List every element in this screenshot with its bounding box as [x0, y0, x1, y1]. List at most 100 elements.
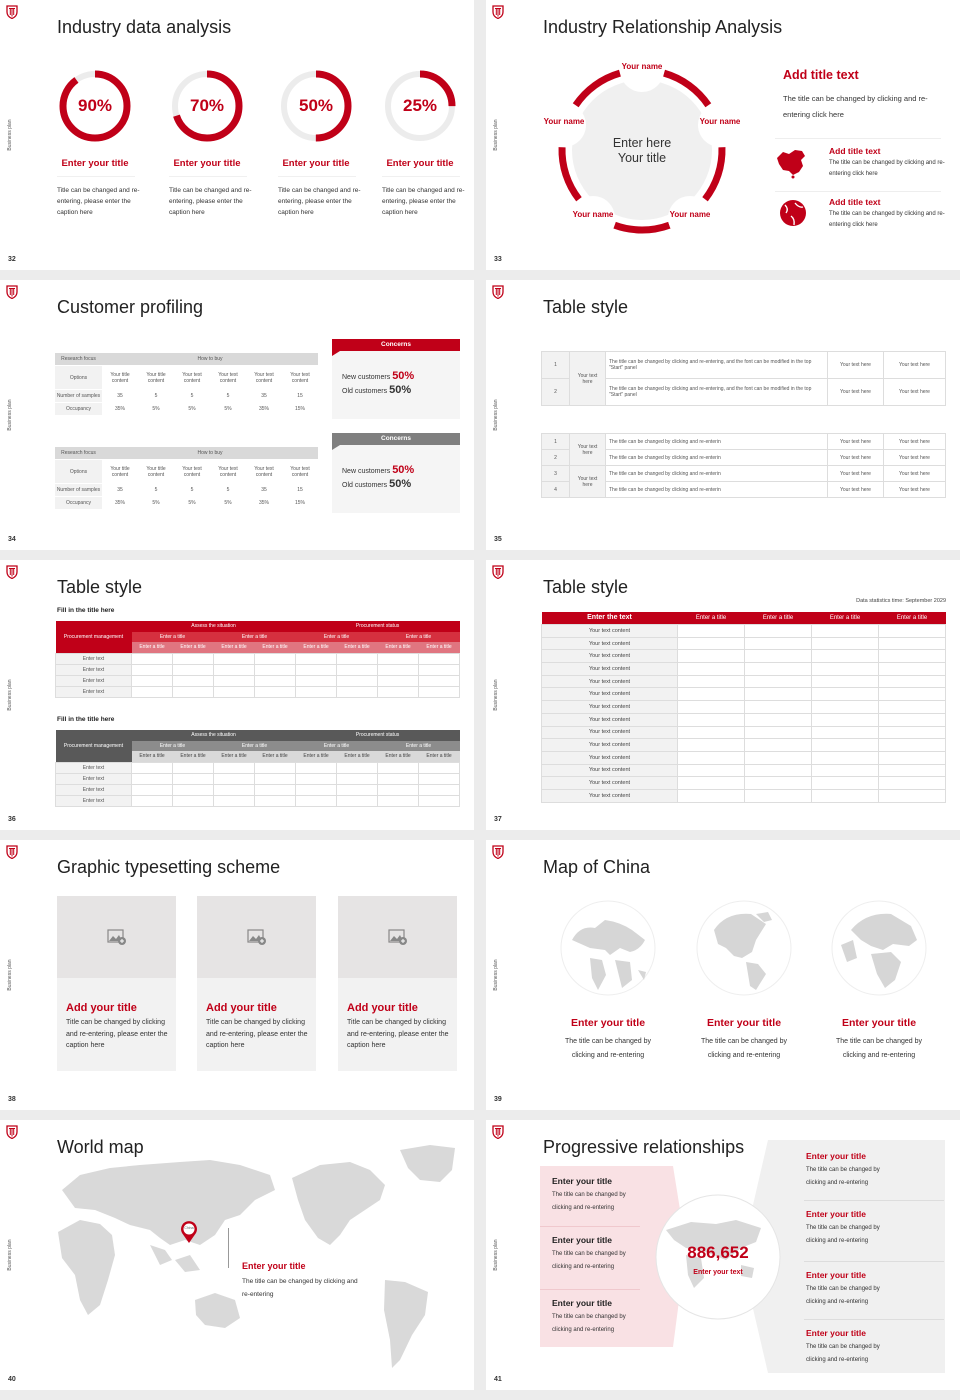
table-cell[interactable]	[377, 663, 420, 676]
table-cell[interactable]	[172, 772, 214, 785]
image-placeholder[interactable]	[57, 896, 176, 978]
table-cell[interactable]: 35	[102, 483, 138, 497]
action-cell[interactable]: The title can be changed by clicking and…	[605, 351, 828, 379]
table-cell[interactable]	[878, 738, 946, 752]
table-cell[interactable]	[878, 725, 946, 740]
table-cell[interactable]	[377, 761, 420, 774]
table-cell[interactable]	[744, 636, 812, 651]
table-cell[interactable]	[172, 761, 214, 774]
table-cell[interactable]	[744, 662, 812, 676]
slide-38[interactable]: Business plan 38 Graphic typesetting schem…	[0, 840, 474, 1110]
table-cell[interactable]: 15%	[282, 496, 319, 510]
table-cell[interactable]: 35%	[246, 496, 282, 510]
head-cell[interactable]: Your text here	[827, 433, 884, 450]
table-cell[interactable]	[744, 687, 812, 702]
table-cell[interactable]	[744, 712, 812, 727]
table-cell[interactable]	[878, 788, 946, 803]
table-cell[interactable]	[213, 685, 255, 698]
table-cell[interactable]	[377, 685, 420, 698]
table-cell[interactable]: 5	[174, 483, 210, 497]
table-cell[interactable]	[131, 783, 173, 796]
table-cell[interactable]	[336, 674, 379, 687]
table-cell[interactable]	[878, 674, 946, 689]
table-cell[interactable]	[677, 700, 745, 714]
table-cell[interactable]	[677, 788, 745, 803]
table-cell[interactable]	[213, 663, 255, 676]
slide-36[interactable]: Business plan 36 Table style Fill in the ti…	[0, 560, 474, 830]
table-cell[interactable]: 5%	[138, 496, 174, 510]
table-cell[interactable]	[295, 663, 338, 676]
project-cell[interactable]: Your text here	[569, 433, 606, 466]
table-cell[interactable]	[172, 783, 214, 796]
table-cell[interactable]	[744, 763, 812, 778]
table-cell[interactable]	[213, 652, 255, 665]
table-cell[interactable]	[295, 652, 338, 665]
table-cell[interactable]	[377, 794, 420, 807]
table-cell[interactable]	[295, 674, 338, 687]
timeline-cell[interactable]: Your text here	[883, 465, 946, 482]
table-cell[interactable]: 5	[138, 483, 174, 497]
table-cell[interactable]: Your text content	[210, 459, 246, 484]
table-cell[interactable]	[677, 674, 745, 689]
table-cell[interactable]	[744, 674, 812, 689]
head-cell[interactable]: Your text here	[827, 481, 884, 498]
table-cell[interactable]: 15	[282, 483, 319, 497]
table-cell[interactable]	[878, 649, 946, 664]
table-cell[interactable]	[336, 685, 379, 698]
table-cell[interactable]: Your text content	[246, 365, 282, 390]
table-cell[interactable]	[131, 674, 173, 687]
table-cell[interactable]: Your text content	[282, 459, 319, 484]
table-cell[interactable]	[677, 687, 745, 702]
table-cell[interactable]	[677, 649, 745, 664]
table-cell[interactable]: Your title content	[102, 459, 138, 484]
table-cell[interactable]	[811, 763, 879, 778]
slide-33[interactable]: Business plan 33 Industry Relationship Ana…	[486, 0, 960, 270]
table-cell[interactable]	[744, 738, 812, 752]
table-cell[interactable]	[172, 685, 214, 698]
head-cell[interactable]: Your text here	[827, 351, 884, 379]
table-cell[interactable]	[677, 712, 745, 727]
table-cell[interactable]: Your title content	[138, 459, 174, 484]
table-cell[interactable]	[677, 662, 745, 676]
table-cell[interactable]	[811, 636, 879, 651]
table-cell[interactable]	[213, 772, 255, 785]
table-cell[interactable]	[744, 788, 812, 803]
table-cell[interactable]	[744, 776, 812, 790]
table-cell[interactable]	[677, 725, 745, 740]
head-cell[interactable]: Your text here	[827, 465, 884, 482]
timeline-cell[interactable]: Your text here	[883, 433, 946, 450]
slide-34[interactable]: Business plan 34 Customer profiling How to …	[0, 280, 474, 550]
table-cell[interactable]	[213, 783, 255, 796]
table-cell[interactable]	[336, 783, 379, 796]
table-cell[interactable]	[811, 662, 879, 676]
slide-32[interactable]: Business plan 32 Industry data analysis 90…	[0, 0, 474, 270]
table-cell[interactable]: 35%	[246, 402, 282, 416]
table-cell[interactable]	[677, 750, 745, 765]
action-cell[interactable]: The title can be changed by clicking and…	[605, 449, 828, 466]
table-cell[interactable]	[336, 772, 379, 785]
table-cell[interactable]: Your title content	[138, 365, 174, 390]
table-cell[interactable]	[878, 750, 946, 765]
table-cell[interactable]	[131, 761, 173, 774]
table-cell[interactable]	[131, 652, 173, 665]
table-cell[interactable]	[418, 674, 461, 687]
table-cell[interactable]: Your text content	[210, 365, 246, 390]
table-cell[interactable]	[253, 685, 297, 698]
table-cell[interactable]	[253, 674, 297, 687]
table-cell[interactable]	[744, 725, 812, 740]
table-cell[interactable]	[131, 685, 173, 698]
project-cell[interactable]: Your text here	[569, 351, 606, 406]
table-cell[interactable]	[213, 674, 255, 687]
table-cell[interactable]: 35%	[102, 496, 138, 510]
table-cell[interactable]	[878, 662, 946, 676]
table-cell[interactable]	[811, 750, 879, 765]
table-cell[interactable]: 15	[282, 389, 319, 403]
slide-37[interactable]: Business plan 37 Table style Data statistic…	[486, 560, 960, 830]
table-cell[interactable]: 5%	[210, 402, 246, 416]
table-cell[interactable]: 5%	[174, 402, 210, 416]
table-cell[interactable]	[811, 776, 879, 790]
table-cell[interactable]: 5%	[174, 496, 210, 510]
slide-40[interactable]: Business plan 40 World map China Enter your…	[0, 1120, 474, 1390]
table-cell[interactable]: 5	[210, 389, 246, 403]
table-cell[interactable]	[677, 738, 745, 752]
